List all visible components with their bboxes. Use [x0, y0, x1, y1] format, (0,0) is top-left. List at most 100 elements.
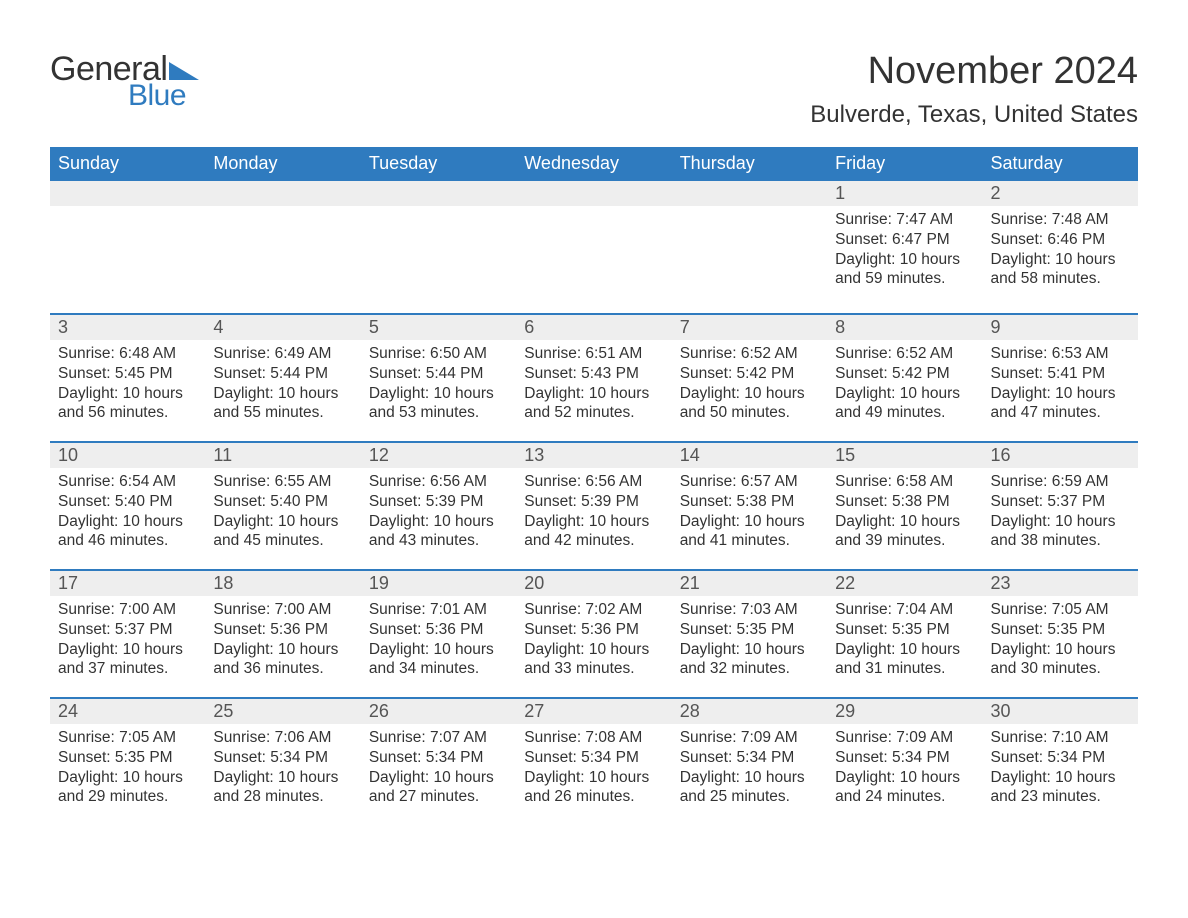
daylight-line: Daylight: 10 hours and 56 minutes. — [58, 384, 197, 424]
calendar-day-cell: 2Sunrise: 7:48 AMSunset: 6:46 PMDaylight… — [983, 179, 1138, 313]
calendar-day-cell — [205, 179, 360, 313]
sunset-line: Sunset: 5:35 PM — [680, 620, 819, 640]
day-number: 22 — [827, 569, 982, 596]
daylight-line: Daylight: 10 hours and 55 minutes. — [213, 384, 352, 424]
day-content: Sunrise: 6:56 AMSunset: 5:39 PMDaylight:… — [516, 468, 671, 553]
calendar-body: 1Sunrise: 7:47 AMSunset: 6:47 PMDaylight… — [50, 179, 1138, 809]
calendar-day-cell: 27Sunrise: 7:08 AMSunset: 5:34 PMDayligh… — [516, 697, 671, 809]
calendar-day-cell: 12Sunrise: 6:56 AMSunset: 5:39 PMDayligh… — [361, 441, 516, 569]
day-content: Sunrise: 6:55 AMSunset: 5:40 PMDaylight:… — [205, 468, 360, 553]
sunrise-line: Sunrise: 6:51 AM — [524, 344, 663, 364]
calendar-day-cell: 24Sunrise: 7:05 AMSunset: 5:35 PMDayligh… — [50, 697, 205, 809]
calendar-day-cell: 13Sunrise: 6:56 AMSunset: 5:39 PMDayligh… — [516, 441, 671, 569]
sunset-line: Sunset: 5:34 PM — [680, 748, 819, 768]
calendar-day-cell: 1Sunrise: 7:47 AMSunset: 6:47 PMDaylight… — [827, 179, 982, 313]
sunrise-line: Sunrise: 6:55 AM — [213, 472, 352, 492]
day-content: Sunrise: 7:00 AMSunset: 5:36 PMDaylight:… — [205, 596, 360, 681]
day-number: 25 — [205, 697, 360, 724]
sunset-line: Sunset: 5:37 PM — [58, 620, 197, 640]
sunset-line: Sunset: 5:38 PM — [835, 492, 974, 512]
calendar-day-cell: 19Sunrise: 7:01 AMSunset: 5:36 PMDayligh… — [361, 569, 516, 697]
day-content: Sunrise: 7:10 AMSunset: 5:34 PMDaylight:… — [983, 724, 1138, 809]
calendar-day-cell: 25Sunrise: 7:06 AMSunset: 5:34 PMDayligh… — [205, 697, 360, 809]
sunrise-line: Sunrise: 6:52 AM — [680, 344, 819, 364]
sunset-line: Sunset: 5:34 PM — [369, 748, 508, 768]
sunset-line: Sunset: 5:39 PM — [369, 492, 508, 512]
sunset-line: Sunset: 5:35 PM — [58, 748, 197, 768]
calendar-day-cell: 15 Sunrise: 6:58 AMSunset: 5:38 PMDayligh… — [827, 441, 982, 569]
calendar-day-cell: 9Sunrise: 6:53 AMSunset: 5:41 PMDaylight… — [983, 313, 1138, 441]
day-number: 7 — [672, 313, 827, 340]
day-number: 23 — [983, 569, 1138, 596]
daylight-line: Daylight: 10 hours and 30 minutes. — [991, 640, 1130, 680]
day-number-blank — [672, 179, 827, 206]
day-number: 4 — [205, 313, 360, 340]
sunrise-line: Sunrise: 7:07 AM — [369, 728, 508, 748]
day-content: Sunrise: 6:52 AMSunset: 5:42 PMDaylight:… — [827, 340, 982, 425]
sunrise-line: Sunrise: 7:01 AM — [369, 600, 508, 620]
day-content: Sunrise: 7:09 AMSunset: 5:34 PMDaylight:… — [827, 724, 982, 809]
day-content: Sunrise: 6:59 AMSunset: 5:37 PMDaylight:… — [983, 468, 1138, 553]
day-number: 30 — [983, 697, 1138, 724]
sunrise-line: Sunrise: 7:05 AM — [991, 600, 1130, 620]
calendar-day-cell: 30Sunrise: 7:10 AMSunset: 5:34 PMDayligh… — [983, 697, 1138, 809]
calendar-day-cell: 22Sunrise: 7:04 AMSunset: 5:35 PMDayligh… — [827, 569, 982, 697]
day-number: 21 — [672, 569, 827, 596]
day-content-blank — [50, 206, 205, 212]
day-content: Sunrise: 6:49 AMSunset: 5:44 PMDaylight:… — [205, 340, 360, 425]
calendar-day-cell: 4Sunrise: 6:49 AMSunset: 5:44 PMDaylight… — [205, 313, 360, 441]
daylight-line: Daylight: 10 hours and 49 minutes. — [835, 384, 974, 424]
day-content: Sunrise: 7:07 AMSunset: 5:34 PMDaylight:… — [361, 724, 516, 809]
logo-word-blue: Blue — [128, 79, 199, 113]
calendar-day-cell: 10Sunrise: 6:54 AMSunset: 5:40 PMDayligh… — [50, 441, 205, 569]
sunset-line: Sunset: 5:42 PM — [680, 364, 819, 384]
calendar-day-cell — [361, 179, 516, 313]
day-number: 6 — [516, 313, 671, 340]
sunrise-line: Sunrise: 6:58 AM — [835, 472, 974, 492]
daylight-line: Daylight: 10 hours and 58 minutes. — [991, 250, 1130, 290]
sunrise-line: Sunrise: 7:10 AM — [991, 728, 1130, 748]
daylight-line: Daylight: 10 hours and 27 minutes. — [369, 768, 508, 808]
day-number: 9 — [983, 313, 1138, 340]
sunset-line: Sunset: 5:40 PM — [58, 492, 197, 512]
calendar-day-cell: 11Sunrise: 6:55 AMSunset: 5:40 PMDayligh… — [205, 441, 360, 569]
calendar-day-cell: 8Sunrise: 6:52 AMSunset: 5:42 PMDaylight… — [827, 313, 982, 441]
day-content: Sunrise: 6:56 AMSunset: 5:39 PMDaylight:… — [361, 468, 516, 553]
day-number: 15 — [827, 441, 982, 468]
weekday-header: Sunday — [50, 148, 205, 180]
day-number: 19 — [361, 569, 516, 596]
calendar-day-cell: 26Sunrise: 7:07 AMSunset: 5:34 PMDayligh… — [361, 697, 516, 809]
day-number: 3 — [50, 313, 205, 340]
calendar-day-cell: 18Sunrise: 7:00 AMSunset: 5:36 PMDayligh… — [205, 569, 360, 697]
sunset-line: Sunset: 5:43 PM — [524, 364, 663, 384]
day-number: 5 — [361, 313, 516, 340]
daylight-line: Daylight: 10 hours and 24 minutes. — [835, 768, 974, 808]
sunset-line: Sunset: 5:34 PM — [213, 748, 352, 768]
sunrise-line: Sunrise: 7:09 AM — [680, 728, 819, 748]
day-content: Sunrise: 6:53 AMSunset: 5:41 PMDaylight:… — [983, 340, 1138, 425]
sunrise-line: Sunrise: 7:05 AM — [58, 728, 197, 748]
sunrise-line: Sunrise: 6:48 AM — [58, 344, 197, 364]
daylight-line: Daylight: 10 hours and 50 minutes. — [680, 384, 819, 424]
day-number-blank — [50, 179, 205, 206]
calendar-week-row: 3Sunrise: 6:48 AMSunset: 5:45 PMDaylight… — [50, 313, 1138, 441]
sunrise-line: Sunrise: 7:00 AM — [213, 600, 352, 620]
day-content-blank — [516, 206, 671, 212]
sunset-line: Sunset: 5:34 PM — [991, 748, 1130, 768]
day-number: 26 — [361, 697, 516, 724]
day-content: Sunrise: 7:05 AMSunset: 5:35 PMDaylight:… — [50, 724, 205, 809]
sunrise-line: Sunrise: 6:52 AM — [835, 344, 974, 364]
day-content: Sunrise: 6:50 AMSunset: 5:44 PMDaylight:… — [361, 340, 516, 425]
day-content: Sunrise: 6:51 AMSunset: 5:43 PMDaylight:… — [516, 340, 671, 425]
day-content: Sunrise: 7:03 AMSunset: 5:35 PMDaylight:… — [672, 596, 827, 681]
sunrise-line: Sunrise: 7:03 AM — [680, 600, 819, 620]
daylight-line: Daylight: 10 hours and 39 minutes. — [835, 512, 974, 552]
daylight-line: Daylight: 10 hours and 29 minutes. — [58, 768, 197, 808]
sunset-line: Sunset: 5:42 PM — [835, 364, 974, 384]
weekday-header: Monday — [205, 148, 360, 180]
sunset-line: Sunset: 5:45 PM — [58, 364, 197, 384]
calendar-day-cell — [672, 179, 827, 313]
calendar-day-cell: 16Sunrise: 6:59 AMSunset: 5:37 PMDayligh… — [983, 441, 1138, 569]
day-content: Sunrise: 7:09 AMSunset: 5:34 PMDaylight:… — [672, 724, 827, 809]
calendar-day-cell — [516, 179, 671, 313]
